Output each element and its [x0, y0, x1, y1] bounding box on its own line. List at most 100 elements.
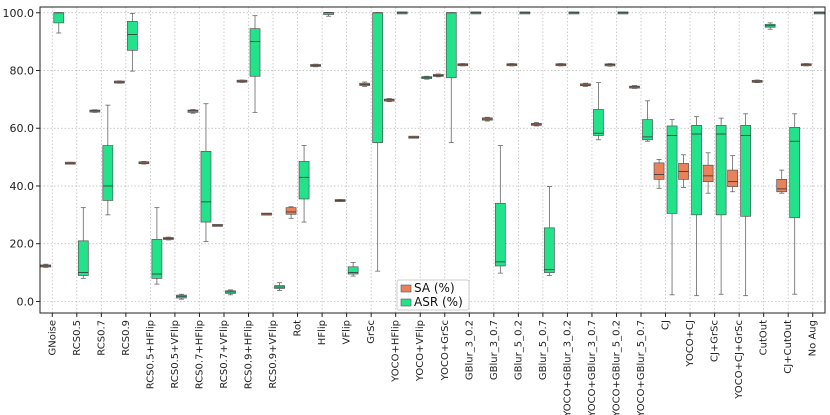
- box-sa: [261, 212, 272, 216]
- box-asr: [617, 11, 629, 15]
- box-asr: [274, 282, 285, 291]
- plot-frame: [39, 6, 826, 314]
- x-tick-label: YOCO+GBlur_3_0.7: [587, 320, 598, 415]
- x-tick-label: CJ+CutOut: [783, 320, 794, 374]
- box-sa: [114, 80, 125, 84]
- box-asr: [127, 12, 138, 72]
- x-tick-label: YOCO+GBlur_5_0.2: [611, 320, 622, 415]
- box-sa: [383, 98, 395, 103]
- box-body: [691, 125, 702, 216]
- y-tick-label: 100.0: [3, 7, 35, 20]
- box-body: [102, 145, 114, 201]
- box-body: [702, 164, 714, 183]
- box-asr: [421, 75, 433, 80]
- y-tick-label: 60.0: [10, 122, 35, 135]
- x-tick-label: RCS0.5+VFlip: [170, 320, 181, 389]
- y-tick-label: 80.0: [10, 65, 35, 78]
- x-tick-label: YOCO+CJ: [685, 320, 696, 368]
- x-tick-label: GBlur_3_0.7: [489, 320, 500, 380]
- box-body: [715, 125, 727, 216]
- box-asr: [519, 11, 531, 15]
- box-sa: [580, 82, 591, 87]
- box-body: [666, 125, 678, 214]
- box-body: [544, 227, 555, 273]
- x-tick-label: RCS0.9+VFlip: [268, 320, 279, 389]
- box-sa: [40, 263, 52, 268]
- x-tick-label: HFlip: [317, 320, 328, 345]
- box-sa: [236, 79, 248, 83]
- box-asr: [740, 113, 751, 297]
- box-body: [727, 169, 738, 187]
- box-sa: [163, 236, 174, 241]
- grid-lines: [40, 7, 825, 313]
- legend-frame: [396, 279, 470, 311]
- box-sa: [678, 154, 689, 188]
- box-asr: [396, 11, 408, 15]
- box-sa: [408, 135, 420, 139]
- box-body: [77, 240, 89, 276]
- box-body: [642, 119, 653, 141]
- box-asr: [568, 11, 580, 15]
- box-sa: [800, 63, 812, 67]
- box-body: [593, 109, 604, 136]
- box-body: [347, 266, 359, 275]
- box-asr: [77, 207, 89, 279]
- box-asr: [323, 12, 334, 17]
- x-tick-label: Rot: [293, 320, 304, 337]
- x-tick-label: GrSc: [366, 320, 377, 344]
- x-axis: GNoise RCS0.5 RCS0.7 RCS0.9 RCS0.5+HFlip RCS0…: [47, 313, 819, 415]
- x-tick-label: YOCO+GBlur_5_0.7: [636, 320, 647, 415]
- box-asr: [225, 289, 236, 296]
- legend-swatch-sa: [400, 284, 412, 293]
- box-body: [127, 21, 138, 51]
- box-body: [789, 127, 801, 219]
- box-asr: [666, 119, 678, 296]
- x-tick-label: VFlip: [342, 320, 353, 345]
- box-body: [445, 12, 457, 79]
- box-asr: [372, 12, 384, 272]
- box-sa: [310, 63, 321, 68]
- box-asr: [494, 145, 506, 274]
- box-asr: [642, 100, 653, 142]
- box-sa: [776, 169, 788, 194]
- x-tick-label: YOCO+CJ+GrSc: [734, 320, 745, 400]
- x-tick-label: GBlur_3_0.2: [464, 320, 475, 380]
- x-tick-label: RCS0.9: [121, 320, 132, 356]
- box-body: [53, 12, 65, 24]
- x-tick-label: GBlur_5_0.2: [513, 320, 524, 380]
- box-sa: [702, 152, 714, 194]
- y-tick-label: 40.0: [10, 180, 35, 193]
- x-tick-label: RCS0.7: [96, 320, 107, 356]
- box-body: [151, 239, 163, 279]
- box-sa: [432, 73, 444, 78]
- legend-label-sa: SA (%): [414, 281, 455, 295]
- box-asr: [715, 117, 727, 295]
- x-tick-label: YOCO+GrSc: [440, 320, 451, 381]
- box-body: [776, 178, 788, 193]
- x-tick-label: CutOut: [759, 320, 770, 355]
- x-tick-label: GNoise: [47, 320, 58, 356]
- y-axis: 0.0 20.0 40.0 60.0 80.0 100.0: [3, 7, 40, 308]
- box-body: [653, 162, 665, 180]
- box-sa: [604, 63, 616, 67]
- legend-swatch-asr: [400, 298, 412, 307]
- x-tick-label: CJ: [661, 320, 672, 330]
- box-sa: [187, 109, 199, 114]
- box-asr: [102, 104, 114, 216]
- box-body: [298, 161, 310, 200]
- box-asr: [789, 113, 801, 295]
- box-sa: [89, 109, 101, 113]
- y-tick-label: 0.0: [17, 295, 35, 308]
- legend-label-asr: ASR (%): [414, 295, 463, 309]
- box-asr: [593, 82, 604, 141]
- box-sa: [212, 224, 223, 227]
- box-sa: [751, 79, 763, 84]
- box-asr: [151, 207, 163, 285]
- x-tick-label: YOCO+HFlip: [391, 320, 402, 383]
- box-sa: [138, 161, 150, 165]
- box-sa: [334, 199, 346, 202]
- x-tick-label: RCS0.5: [72, 320, 83, 356]
- box-sa: [531, 122, 542, 127]
- box-asr: [176, 293, 187, 300]
- box-sa: [64, 161, 76, 165]
